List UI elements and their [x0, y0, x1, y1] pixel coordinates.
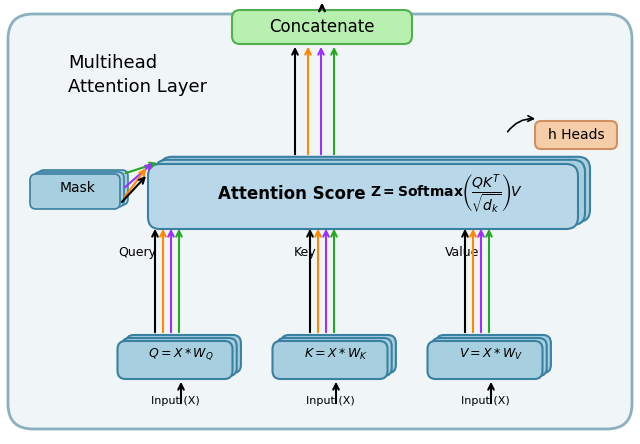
- FancyBboxPatch shape: [428, 341, 543, 379]
- Text: Multihead
Attention Layer: Multihead Attention Layer: [68, 54, 207, 95]
- FancyBboxPatch shape: [38, 170, 128, 205]
- Text: Value: Value: [445, 246, 479, 259]
- FancyBboxPatch shape: [232, 10, 412, 44]
- Text: h Heads: h Heads: [548, 128, 604, 142]
- FancyBboxPatch shape: [281, 335, 396, 373]
- FancyBboxPatch shape: [160, 157, 590, 222]
- FancyBboxPatch shape: [8, 14, 632, 429]
- Text: $K = X * W_K$: $K = X * W_K$: [304, 346, 368, 361]
- FancyBboxPatch shape: [126, 335, 241, 373]
- FancyBboxPatch shape: [535, 121, 617, 149]
- FancyBboxPatch shape: [432, 338, 547, 376]
- Text: Key: Key: [294, 246, 316, 259]
- Text: Attention Score: Attention Score: [218, 185, 365, 203]
- Text: $\mathbf{Z = Softmax}\left(\dfrac{QK^T}{\sqrt{d_k}}\right)V$: $\mathbf{Z = Softmax}\left(\dfrac{QK^T}{…: [370, 173, 523, 215]
- Text: $V = X * W_V$: $V = X * W_V$: [459, 346, 524, 361]
- FancyBboxPatch shape: [155, 160, 585, 225]
- Text: Mask: Mask: [60, 182, 96, 195]
- FancyBboxPatch shape: [273, 341, 387, 379]
- FancyBboxPatch shape: [30, 174, 120, 209]
- FancyBboxPatch shape: [148, 164, 578, 229]
- FancyBboxPatch shape: [436, 335, 551, 373]
- FancyBboxPatch shape: [276, 338, 392, 376]
- Text: Concatenate: Concatenate: [269, 18, 375, 36]
- Text: Query: Query: [118, 246, 156, 259]
- FancyBboxPatch shape: [34, 172, 124, 207]
- FancyBboxPatch shape: [118, 341, 232, 379]
- Text: Input (X): Input (X): [306, 396, 355, 406]
- Text: Input (X): Input (X): [150, 396, 200, 406]
- Text: $Q = X * W_Q$: $Q = X * W_Q$: [148, 346, 214, 362]
- Text: Input (X): Input (X): [461, 396, 509, 406]
- FancyBboxPatch shape: [122, 338, 237, 376]
